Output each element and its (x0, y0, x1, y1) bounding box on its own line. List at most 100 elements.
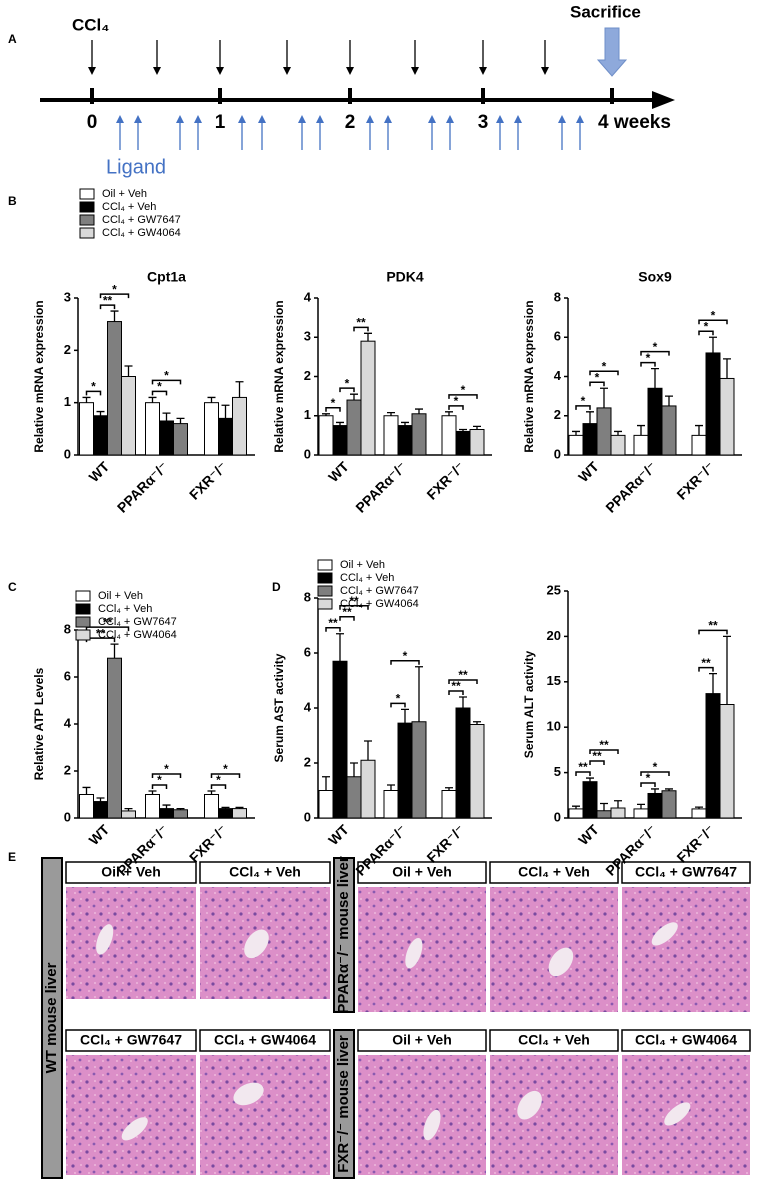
y-axis-label: Serum ALT activity (522, 651, 536, 759)
timeline-tick-label: 0 (87, 112, 98, 133)
bar (397, 722, 413, 819)
significance-label: * (164, 762, 169, 776)
error-bar (124, 365, 133, 377)
tissue-image (490, 1055, 618, 1175)
significance-bracket (698, 330, 714, 336)
y-tick-label: 6 (304, 644, 311, 659)
bar (661, 790, 677, 819)
significance-label: * (157, 773, 162, 787)
significance-label: ** (349, 594, 359, 608)
legend-label: CCl₄ + GW4064 (98, 629, 177, 641)
bar (121, 376, 136, 456)
y-axis-label: Relative mRNA expression (32, 300, 46, 452)
significance-label: * (646, 771, 651, 785)
condition-label-box (489, 1029, 619, 1052)
legend-swatch (79, 214, 95, 226)
condition-label-box (621, 1029, 751, 1052)
y-tick-label: 1 (304, 407, 311, 422)
ligand-arrowhead (496, 115, 504, 123)
significance-label: * (112, 282, 117, 296)
significance-label: * (91, 380, 96, 394)
chart-title: Sox9 (638, 269, 672, 285)
y-tick-label: 4 (554, 368, 562, 383)
ccl4-label: CCl₄ (72, 15, 109, 34)
error-bar (415, 666, 423, 722)
bar (145, 402, 160, 456)
tissue-image (490, 887, 618, 1012)
significance-label: ** (578, 760, 588, 774)
error-bar (82, 396, 91, 403)
group-label: FXR⁻/⁻ mouse liver (335, 1035, 352, 1173)
y-tick-label: 0 (64, 446, 71, 461)
x-tick-label: WT (86, 458, 113, 485)
condition-label: Oil + Veh (392, 1032, 452, 1048)
tissue-image (66, 887, 196, 999)
y-tick-label: 2 (304, 368, 311, 383)
x-tick-label: FXR⁻/⁻ (186, 821, 230, 865)
legend-label: CCl₄ + GW7647 (102, 214, 181, 226)
chart-title: Cpt1a (147, 269, 186, 285)
bar (159, 420, 174, 456)
legend-swatch (75, 590, 91, 602)
error-bar (96, 797, 105, 802)
error-bar (322, 776, 330, 791)
significance-label: ** (103, 615, 113, 629)
panel-label: E (8, 850, 16, 864)
significance-bracket (448, 690, 464, 695)
error-bar (459, 696, 467, 708)
error-bar (176, 807, 185, 810)
legend-swatch (317, 572, 333, 584)
error-bar (350, 393, 358, 401)
error-bar (665, 788, 673, 791)
bar (173, 809, 188, 819)
panel-label: A (8, 32, 17, 46)
vessel (517, 1090, 542, 1120)
ligand-arrowhead (558, 115, 566, 123)
legend-label: CCl₄ + GW7647 (98, 616, 177, 628)
error-bar (600, 802, 608, 811)
y-tick-label: 2 (304, 754, 311, 769)
y-tick-label: 8 (554, 289, 561, 304)
ligand-arrowhead (514, 115, 522, 123)
significance-bracket (575, 771, 591, 777)
error-bar (110, 310, 119, 322)
significance-label: * (711, 308, 716, 322)
significance-label: * (653, 340, 658, 354)
significance-bracket (640, 771, 670, 776)
legend-swatch (79, 227, 95, 239)
legend-swatch (317, 559, 333, 571)
vessel (664, 1102, 691, 1126)
group-label: PPARα⁻/⁻ mouse liver (335, 856, 352, 1013)
bar (332, 660, 348, 819)
error-bar (709, 336, 717, 353)
group-label-box (333, 857, 355, 1013)
condition-label-box (65, 861, 197, 884)
tissue-image (622, 887, 750, 1012)
legend-label: CCl₄ + GW7647 (340, 585, 419, 597)
ccl4-arrowhead (88, 67, 96, 75)
error-bar (207, 790, 216, 795)
bar (397, 425, 413, 456)
vessel (405, 937, 423, 969)
condition-label-box (199, 861, 331, 884)
legend-label: CCl₄ + GW4064 (102, 227, 181, 239)
significance-bracket (99, 304, 116, 310)
legend-swatch (79, 201, 95, 213)
significance-label: * (216, 773, 221, 787)
vessel (244, 929, 269, 959)
error-bar (665, 395, 673, 406)
ccl4-arrowhead (479, 67, 487, 75)
legend-swatch (75, 616, 91, 628)
error-bar (110, 643, 119, 659)
error-bar (124, 807, 133, 811)
error-bar (148, 790, 157, 795)
bar (719, 704, 735, 819)
y-tick-label: 25 (547, 582, 561, 597)
condition-label-box (489, 861, 619, 884)
significance-label: * (646, 351, 651, 365)
bar (360, 759, 376, 819)
bar (691, 808, 707, 819)
error-bar (709, 672, 717, 694)
bar (332, 425, 348, 456)
